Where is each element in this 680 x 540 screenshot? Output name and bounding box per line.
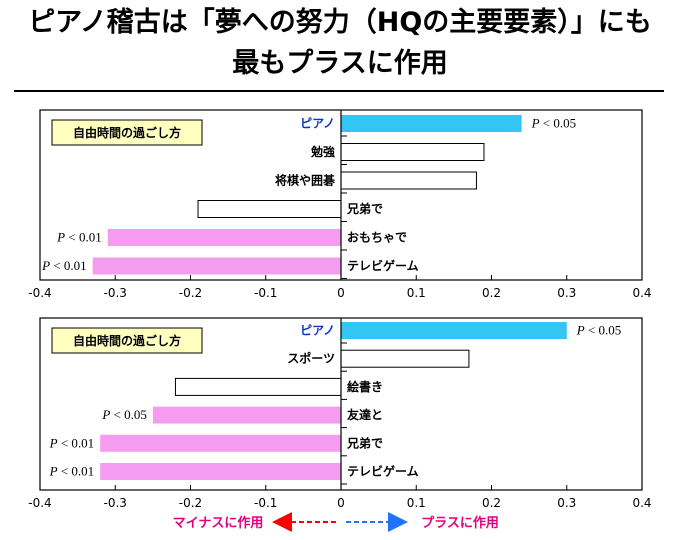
category-label: おもちゃで (347, 231, 407, 245)
category-label: 友達と (346, 407, 383, 422)
chart-title-line-1: ピアノ稽古は「夢への努力（HQの主要要素）」にも (28, 7, 652, 38)
bar (92, 257, 341, 275)
x-tick-label: 0.3 (557, 496, 576, 510)
x-tick-label: -0.3 (104, 496, 127, 510)
bar (152, 406, 341, 424)
p-value-label: P < 0.05 (576, 323, 622, 338)
x-tick-label: 0.3 (557, 286, 576, 300)
x-tick-label: -0.4 (28, 286, 51, 300)
x-tick-label: -0.1 (254, 496, 277, 510)
x-tick-label: -0.4 (28, 496, 51, 510)
p-value-label: P < 0.01 (41, 258, 87, 273)
category-label: 将棋や囲碁 (275, 173, 336, 188)
category-label: 勉強 (310, 144, 335, 159)
legend-label: 自由時間の過ごし方 (73, 333, 181, 348)
x-tick-label: -0.1 (254, 286, 277, 300)
bar (107, 229, 341, 246)
p-value-label: P < 0.01 (56, 230, 102, 245)
category-label: ピアノ (300, 117, 335, 131)
x-tick-label: 0.2 (482, 286, 501, 300)
x-tick-label: 0.2 (482, 496, 501, 510)
bar (341, 115, 522, 132)
footer-legend: マイナスに作用 プラスに作用 (173, 512, 499, 532)
chart-panel-1: -0.4 -0.3 -0.2 -0.1 0 0.1 0.2 0.3 0.4 自由時間の過ごし方 ピア… (28, 109, 652, 300)
minus-effect-label: マイナスに作用 (173, 515, 264, 531)
legend-box (51, 119, 203, 146)
x-tick-label: 0.1 (407, 496, 426, 510)
category-label: 兄弟で (346, 201, 383, 216)
bar (100, 434, 341, 452)
category-label: テレビゲーム (347, 258, 419, 273)
p-value-label: P < 0.05 (531, 116, 577, 131)
category-label: スポーツ (287, 351, 335, 366)
p-value-label: P < 0.01 (49, 464, 95, 479)
plus-effect-label: プラスに作用 (421, 515, 499, 531)
legend-label: 自由時間の過ごし方 (73, 125, 181, 140)
chart-panel-2: -0.4 -0.3 -0.2 -0.1 0 0.1 0.2 0.3 0.4 自由時間の過ごし方 ピア… (28, 317, 652, 510)
x-tick-label: -0.2 (179, 496, 202, 510)
legend-box (51, 327, 203, 354)
bar (174, 377, 342, 396)
chart-title-line-2: 最もプラスに作用 (232, 48, 448, 79)
category-label: テレビゲーム (347, 464, 419, 479)
x-tick-label: 0.4 (632, 286, 651, 300)
p-value-label: P < 0.01 (49, 435, 95, 450)
title-divider (14, 90, 664, 92)
category-label: ピアノ (300, 324, 335, 338)
p-value-label: P < 0.05 (101, 407, 147, 422)
bar (340, 349, 470, 368)
x-tick-label: 0 (337, 496, 345, 510)
x-tick-label: 0.4 (632, 496, 651, 510)
bar (341, 322, 567, 339)
x-tick-label: -0.2 (179, 286, 202, 300)
x-tick-label: -0.3 (104, 286, 127, 300)
x-tick-label: 0.1 (407, 286, 426, 300)
category-label: 絵書き (347, 379, 383, 394)
bar (340, 171, 477, 190)
bar (100, 463, 341, 480)
bar (340, 143, 485, 161)
x-tick-label: 0 (337, 286, 345, 300)
bar (197, 200, 342, 218)
category-label: 兄弟で (346, 435, 383, 450)
